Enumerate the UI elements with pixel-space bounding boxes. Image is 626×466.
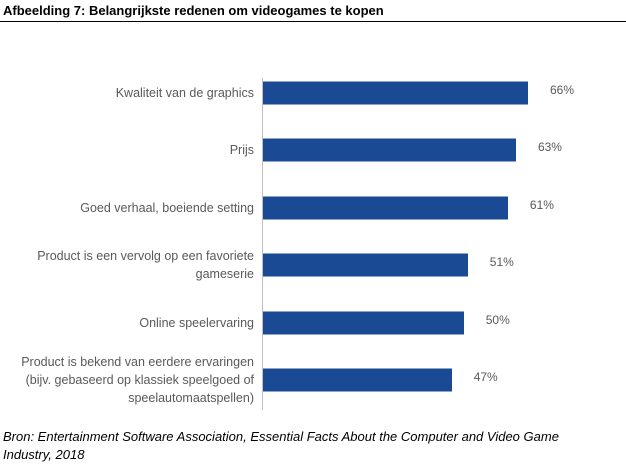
value-label: 51%: [489, 255, 514, 270]
category-label: Online speelervaring: [139, 315, 254, 330]
figure-title: Afbeelding 7: Belangrijkste redenen om v…: [3, 3, 384, 18]
category-label: Product is bekend van eerdere ervaringen…: [21, 355, 254, 405]
source-note: Bron: Entertainment Software Association…: [3, 429, 559, 462]
category-label: Goed verhaal, boeiende setting: [80, 200, 254, 215]
bar: [263, 81, 528, 105]
value-label: 50%: [485, 312, 510, 327]
category-axis: [262, 78, 263, 410]
value-label: 47%: [473, 370, 498, 384]
value-label: 66%: [550, 83, 575, 97]
bar: [263, 368, 452, 392]
value-label: 61%: [529, 197, 554, 212]
bar: [263, 253, 468, 277]
value-label: 63%: [537, 140, 562, 155]
category-label: Kwaliteit van de graphics: [115, 86, 254, 100]
bar: [263, 311, 464, 335]
bar: [263, 196, 508, 220]
category-label: Product is een vervolg op een favoriete …: [37, 249, 254, 282]
category-label: Prijs: [229, 143, 254, 158]
title-divider: [0, 21, 626, 22]
bar: [263, 138, 516, 162]
